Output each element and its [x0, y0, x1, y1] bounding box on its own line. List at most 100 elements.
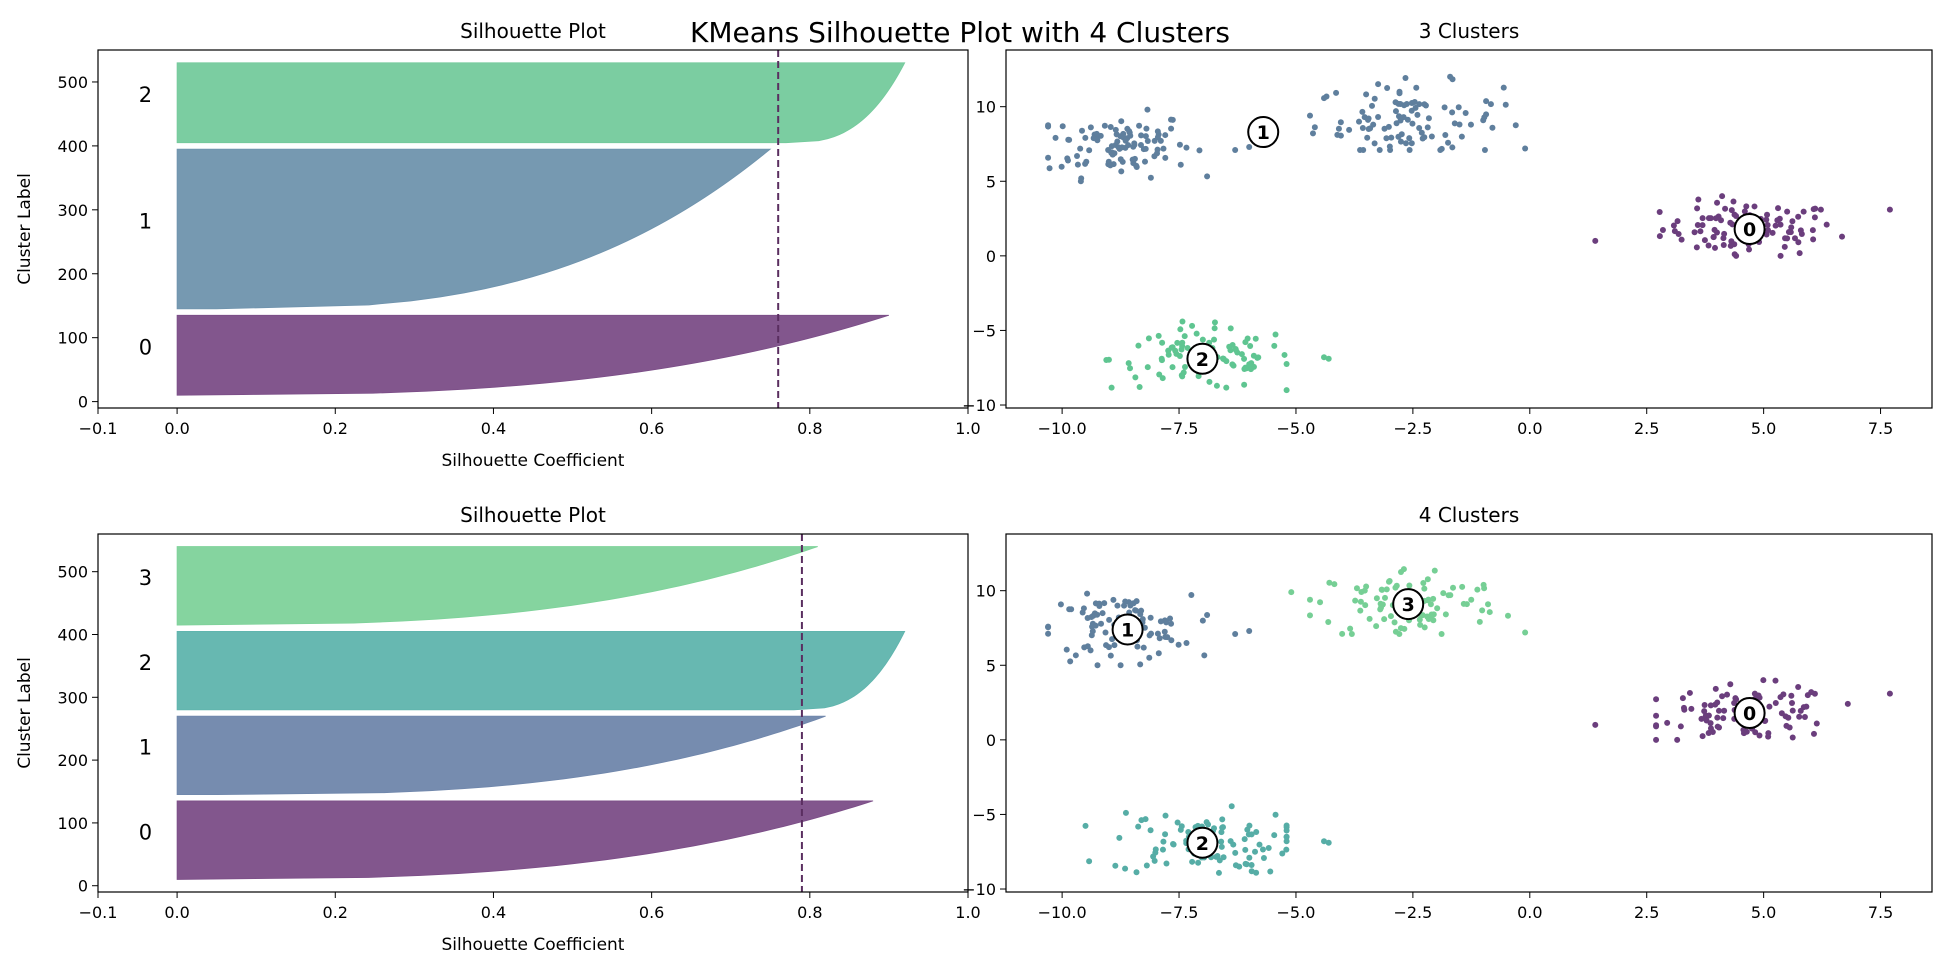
scatter-point: [1094, 662, 1101, 669]
y-tick-label: 200: [57, 751, 88, 770]
y-tick-label: 10: [976, 98, 996, 117]
y-axis-label: Cluster Label: [15, 657, 35, 769]
scatter-point: [1133, 162, 1140, 169]
scatter-point: [1195, 373, 1202, 380]
centroid-marker-1: [1111, 613, 1144, 646]
scatter-point: [1468, 596, 1475, 603]
scatter-point: [1283, 387, 1290, 394]
scatter-point: [1844, 700, 1851, 707]
scatter-point: [1163, 619, 1170, 626]
scatter-point: [1421, 585, 1428, 592]
scatter-point: [1323, 93, 1330, 100]
scatter-point: [1467, 121, 1474, 128]
scatter-point: [1196, 147, 1203, 154]
scatter-point: [1674, 736, 1681, 743]
scatter-point: [1253, 829, 1260, 836]
scatter-point: [1155, 332, 1162, 339]
scatter-point: [1485, 601, 1492, 608]
x-tick-label: 7.5: [1868, 419, 1893, 438]
scatter-point: [1698, 715, 1705, 722]
scatter-point: [1724, 691, 1731, 698]
scatter-point: [1714, 699, 1721, 706]
scatter-point: [1157, 618, 1164, 625]
y-tick-label: 10: [976, 582, 996, 601]
scatter-point: [1232, 630, 1239, 637]
scatter-point: [1077, 178, 1084, 185]
scatter-point: [1746, 246, 1753, 253]
scatter-point: [1395, 113, 1402, 120]
scatter-point: [1167, 615, 1174, 622]
x-tick-label: −0.1: [79, 903, 118, 922]
scatter-point: [1375, 113, 1382, 120]
scatter-point: [1136, 384, 1143, 391]
scatter-point: [1357, 598, 1364, 605]
scatter-point: [1719, 193, 1726, 200]
scatter-point: [1281, 351, 1288, 358]
scatter-point: [1252, 335, 1259, 342]
scatter-point: [1317, 599, 1324, 606]
scatter-point: [1103, 642, 1110, 649]
silhouette-band-0: [176, 800, 874, 880]
scatter-point: [1764, 211, 1771, 218]
scatter-point: [1479, 607, 1486, 614]
scatter-point: [1176, 353, 1183, 360]
scatter-point: [1195, 859, 1202, 866]
scatter-group-1: [1045, 106, 1253, 185]
scatter-point: [1111, 642, 1118, 649]
scatter-point: [1122, 865, 1129, 872]
scatter-point: [1283, 824, 1290, 831]
scatter-point: [1777, 221, 1784, 228]
scatter-point: [1886, 690, 1893, 697]
scatter-point: [1772, 677, 1779, 684]
scatter-point: [1789, 218, 1796, 225]
scatter-point: [1387, 613, 1394, 620]
scatter-point: [1811, 690, 1818, 697]
x-tick-label: 5.0: [1751, 419, 1776, 438]
scatter-point: [1711, 244, 1718, 251]
scatter-point: [1107, 162, 1114, 169]
scatter-point: [1788, 692, 1795, 699]
scatter-point: [1122, 137, 1129, 144]
scatter-point: [1066, 606, 1073, 613]
scatter-point: [1142, 133, 1149, 140]
scatter-point: [1796, 250, 1803, 257]
x-tick-label: 0.4: [481, 419, 506, 438]
scatter-point: [1248, 861, 1255, 868]
scatter-point: [1199, 617, 1206, 624]
scatter-point: [1169, 364, 1176, 371]
scatter-point: [1109, 636, 1116, 643]
scatter-point: [1108, 143, 1115, 150]
scatter-point: [1079, 609, 1086, 616]
x-tick-label: 1.0: [955, 903, 980, 922]
scatter-point: [1238, 351, 1245, 358]
scatter-point: [1788, 224, 1795, 231]
scatter-point: [1679, 695, 1686, 702]
scatter-point: [1204, 612, 1211, 619]
x-tick-label: −7.5: [1160, 419, 1199, 438]
scatter-point: [1442, 611, 1449, 618]
scatter-point: [1110, 596, 1117, 603]
scatter-point: [1106, 616, 1113, 623]
scatter-point: [1063, 646, 1070, 653]
scatter-point: [1162, 154, 1169, 161]
y-tick-label: 5: [986, 656, 996, 675]
scatter-point: [1138, 132, 1145, 139]
scatter-point: [1365, 116, 1372, 123]
scatter-point: [1337, 132, 1344, 139]
scatter-point: [1712, 685, 1719, 692]
scatter-point: [1147, 614, 1154, 621]
scatter-point: [1125, 360, 1132, 367]
scatter-point: [1259, 846, 1266, 853]
scatter-point: [1740, 726, 1747, 733]
scatter-point: [1045, 630, 1052, 637]
scatter-point: [1133, 598, 1140, 605]
scatter-point: [1348, 630, 1355, 637]
scatter-point: [1107, 652, 1114, 659]
scatter-point: [1502, 101, 1509, 108]
scatter-point: [1678, 236, 1685, 243]
scatter-point: [1699, 222, 1706, 229]
scatter-point: [1810, 730, 1817, 737]
x-tick-label: 0.0: [1517, 903, 1542, 922]
scatter-point: [1161, 628, 1168, 635]
x-tick-label: 0.4: [481, 903, 506, 922]
